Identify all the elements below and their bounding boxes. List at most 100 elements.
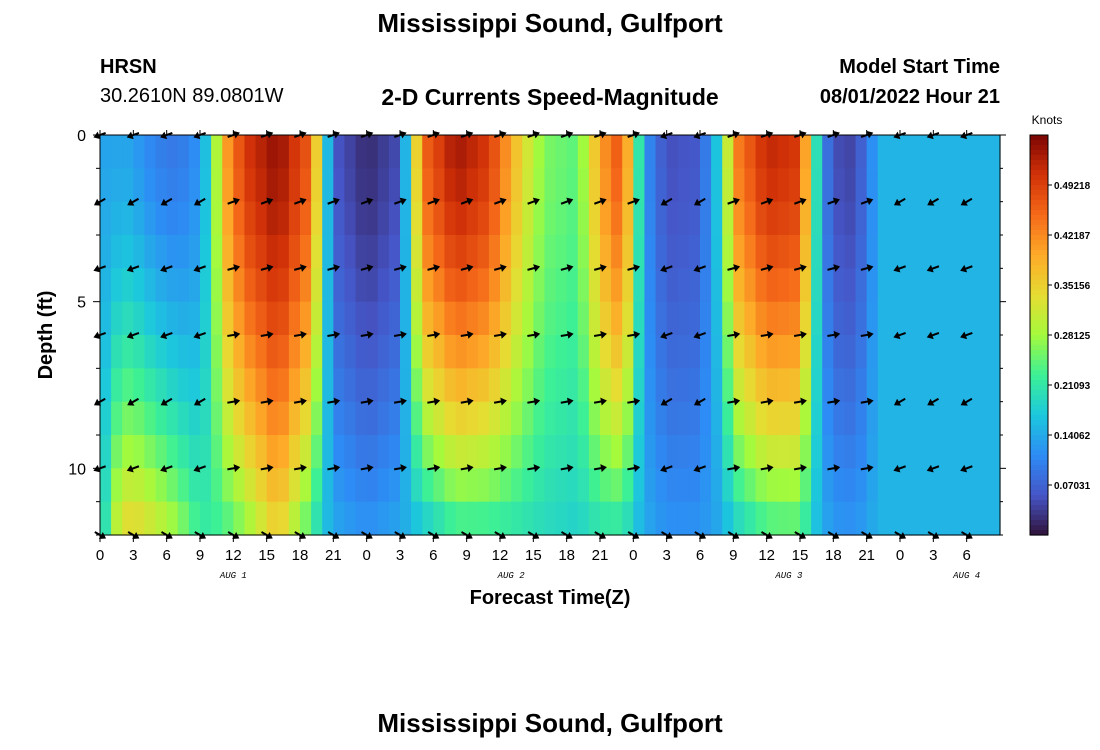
heatmap-cell <box>877 335 890 369</box>
heatmap-cell <box>966 201 979 236</box>
x-tick-label: 0 <box>96 547 104 564</box>
heatmap-cell <box>922 168 934 203</box>
heatmap-cell <box>233 368 246 403</box>
heatmap-cell <box>288 335 301 369</box>
heatmap-cell <box>100 135 112 169</box>
heatmap-cell <box>444 268 457 303</box>
heatmap-cell <box>433 235 446 269</box>
heatmap-cell <box>344 235 357 269</box>
colorbar-swatch <box>1030 155 1048 161</box>
y-tick-label: 10 <box>68 461 86 478</box>
heatmap-cell <box>555 335 568 369</box>
heatmap-cell <box>788 135 801 169</box>
heatmap-cell <box>888 368 901 403</box>
heatmap-cell <box>400 301 412 336</box>
heatmap-cell <box>800 368 812 403</box>
heatmap-cell <box>588 168 601 203</box>
colorbar-tick-label: 0.49218 <box>1054 181 1091 192</box>
heatmap-cell <box>544 368 557 403</box>
heatmap-cell <box>277 235 290 269</box>
heatmap-cell <box>811 301 823 336</box>
heatmap-cell <box>388 201 401 236</box>
heatmap-cell <box>677 435 690 469</box>
heatmap-cell <box>811 235 823 269</box>
heatmap-cell <box>911 135 923 169</box>
heatmap-cell <box>455 168 468 203</box>
x-tick-label: 21 <box>592 547 609 564</box>
heatmap-cell <box>244 401 257 436</box>
heatmap-cell <box>566 501 579 536</box>
heatmap-cell <box>333 335 346 369</box>
heatmap-cell <box>200 501 212 536</box>
heatmap-cell <box>222 268 234 303</box>
heatmap-cell <box>500 301 512 336</box>
heatmap-cell <box>722 235 734 269</box>
heatmap-cell <box>133 201 146 236</box>
heatmap-cell <box>266 201 279 236</box>
heatmap-cell <box>744 201 757 236</box>
heatmap-cell <box>588 201 601 236</box>
heatmap-cell <box>466 401 479 436</box>
heatmap-cell <box>133 268 146 303</box>
heatmap-cell <box>633 368 646 403</box>
heatmap-cell <box>811 401 823 436</box>
heatmap-cell <box>877 235 890 269</box>
heatmap-cell <box>766 268 779 303</box>
heatmap-cell <box>311 168 323 203</box>
heatmap-cell <box>144 168 157 203</box>
heatmap-cell <box>600 335 612 369</box>
heatmap-cell <box>644 501 657 536</box>
x-tick-label: 15 <box>525 547 542 564</box>
heatmap-cell <box>722 301 734 336</box>
heatmap-cell <box>200 301 212 336</box>
heatmap-cell <box>366 168 379 203</box>
current-arrow <box>393 397 407 406</box>
heatmap-cell <box>288 235 301 269</box>
heatmap-cell <box>722 468 734 503</box>
heatmap-cell <box>888 268 901 303</box>
heatmap-cell <box>300 235 312 269</box>
current-arrow <box>693 464 706 473</box>
heatmap-cell <box>511 168 523 203</box>
current-arrow <box>627 397 641 406</box>
heatmap-cell <box>522 268 534 303</box>
heatmap-cell <box>488 468 501 503</box>
colorbar-swatch <box>1030 480 1048 486</box>
heatmap-cell <box>222 168 234 203</box>
heatmap-cell <box>922 501 934 536</box>
heatmap-cell <box>722 435 734 469</box>
heatmap-cell <box>133 401 146 436</box>
heatmap-cell <box>422 335 434 369</box>
heatmap-cell <box>322 368 334 403</box>
current-arrow <box>927 397 939 406</box>
colorbar-swatch <box>1030 370 1048 376</box>
heatmap-cell <box>333 435 346 469</box>
heatmap-cell <box>266 268 279 303</box>
heatmap-cell <box>277 168 290 203</box>
heatmap-cell <box>644 401 657 436</box>
current-arrow <box>260 464 274 473</box>
current-arrow <box>260 330 274 339</box>
heatmap-cell <box>422 435 434 469</box>
heatmap-cell <box>277 201 290 236</box>
heatmap-cell <box>833 268 846 303</box>
heatmap-cell <box>711 135 723 169</box>
colorbar-swatch <box>1030 250 1048 256</box>
current-arrow <box>793 264 807 272</box>
heatmap-cell <box>333 501 346 536</box>
heatmap-cell <box>800 201 812 236</box>
colorbar-swatch <box>1030 220 1048 226</box>
current-arrow <box>93 197 106 206</box>
heatmap-cell <box>911 235 923 269</box>
heatmap-cell <box>444 435 457 469</box>
heatmap-cell <box>244 168 257 203</box>
heatmap-cell <box>977 368 990 403</box>
heatmap-cell <box>855 401 868 436</box>
heatmap-cell <box>333 201 346 236</box>
current-arrow <box>460 330 474 339</box>
heatmap-cell <box>233 168 246 203</box>
colorbar-swatch <box>1030 205 1048 211</box>
current-arrow <box>760 264 774 272</box>
colorbar-swatch <box>1030 265 1048 271</box>
colorbar-swatch <box>1030 475 1048 481</box>
